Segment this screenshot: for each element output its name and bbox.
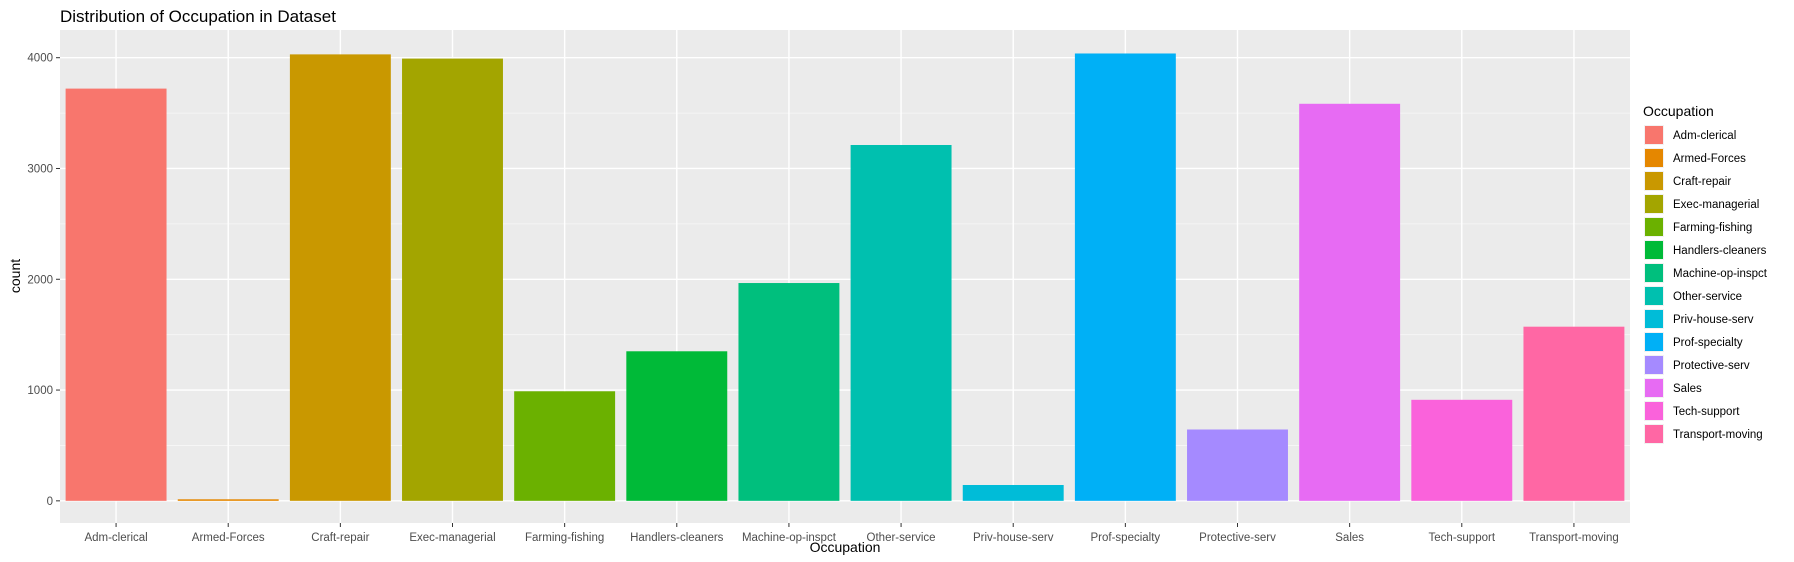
legend-label: Farming-fishing — [1673, 222, 1752, 234]
legend-label: Machine-op-inspct — [1673, 268, 1768, 280]
legend-label: Armed-Forces — [1673, 153, 1746, 165]
bar-machine-op-inspct — [738, 283, 840, 501]
legend-label: Prof-specialty — [1673, 337, 1743, 349]
bar-handlers-cleaners — [626, 351, 728, 501]
x-tick-label: Tech-support — [1429, 532, 1496, 544]
legend-label: Other-service — [1673, 291, 1742, 303]
x-tick-label: Adm-clerical — [84, 532, 147, 544]
bar-exec-managerial — [402, 58, 503, 501]
legend-key — [1645, 310, 1663, 328]
legend-label: Tech-support — [1673, 406, 1740, 418]
legend-key — [1645, 287, 1663, 305]
legend-key — [1645, 333, 1663, 351]
x-axis-title: Occupation — [810, 539, 881, 555]
legend-key — [1645, 218, 1663, 236]
bar-craft-repair — [289, 54, 391, 501]
y-tick-label: 1000 — [27, 385, 53, 397]
y-tick-label: 3000 — [27, 163, 53, 175]
x-tick-label: Farming-fishing — [525, 532, 604, 544]
x-tick-label: Other-service — [867, 532, 936, 544]
bar-priv-house-serv — [962, 485, 1064, 501]
legend-key — [1645, 402, 1663, 420]
bar-adm-clerical — [65, 88, 167, 501]
legend-items: Adm-clerical Armed-Forces Craft-repair Exec… — [1644, 125, 1768, 444]
bar-prof-specialty — [1074, 53, 1176, 501]
legend-key — [1645, 264, 1663, 282]
y-tick-label: 4000 — [27, 53, 53, 65]
legend-label: Exec-managerial — [1673, 199, 1759, 211]
x-tick-label: Sales — [1335, 532, 1364, 544]
legend-label: Sales — [1673, 383, 1702, 395]
x-tick-label: Priv-house-serv — [973, 532, 1054, 544]
legend-key — [1645, 149, 1663, 167]
legend: Occupation Adm-clerical Armed-Forces Craft… — [1643, 103, 1768, 444]
x-tick-label: Exec-managerial — [409, 532, 495, 544]
y-tick-label: 2000 — [27, 274, 53, 286]
x-tick-label: Prof-specialty — [1091, 532, 1161, 544]
bar-tech-support — [1411, 399, 1513, 501]
legend-label: Handlers-cleaners — [1673, 245, 1767, 257]
x-tick-label: Craft-repair — [311, 532, 369, 544]
legend-key — [1645, 379, 1663, 397]
bar-sales — [1299, 103, 1401, 501]
y-axis: 0 1000 2000 3000 4000 — [27, 53, 60, 508]
legend-label: Protective-serv — [1673, 360, 1750, 372]
legend-label: Transport-moving — [1673, 429, 1763, 441]
legend-key — [1645, 356, 1663, 374]
legend-key — [1645, 241, 1663, 259]
y-axis-title: count — [7, 259, 23, 293]
bar-farming-fishing — [514, 391, 616, 501]
y-tick-label: 0 — [47, 496, 53, 508]
x-tick-label: Machine-op-inspct — [742, 532, 837, 544]
bars-group — [65, 53, 1625, 501]
legend-key — [1645, 425, 1663, 443]
x-tick-label: Transport-moving — [1529, 532, 1619, 544]
legend-label: Priv-house-serv — [1673, 314, 1754, 326]
x-tick-label: Protective-serv — [1199, 532, 1276, 544]
bar-protective-serv — [1187, 429, 1288, 501]
legend-key — [1645, 172, 1663, 190]
legend-key — [1645, 126, 1663, 144]
legend-key — [1645, 195, 1663, 213]
bar-other-service — [850, 144, 952, 501]
x-tick-label: Armed-Forces — [192, 532, 265, 544]
legend-title: Occupation — [1643, 103, 1714, 119]
chart-title: Distribution of Occupation in Dataset — [60, 7, 336, 26]
x-tick-label: Handlers-cleaners — [630, 532, 724, 544]
bar-armed-forces — [177, 499, 279, 501]
legend-label: Adm-clerical — [1673, 130, 1736, 142]
x-axis: Adm-clerical Armed-Forces Craft-repair Exec… — [84, 523, 1619, 544]
bar-transport-moving — [1523, 326, 1625, 501]
legend-label: Craft-repair — [1673, 176, 1731, 188]
